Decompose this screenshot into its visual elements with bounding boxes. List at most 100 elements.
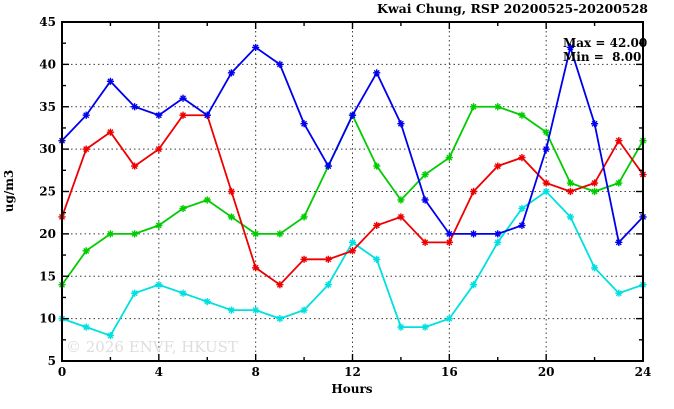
axes-frame	[61, 21, 644, 362]
data-point-marker	[469, 230, 478, 238]
data-point-marker	[397, 213, 405, 221]
data-point-marker	[252, 306, 260, 314]
data-point-marker	[179, 94, 187, 102]
data-point-marker	[445, 154, 453, 162]
data-point-marker	[469, 103, 478, 111]
y-tick-label: 15	[39, 269, 56, 283]
y-tick-label: 5	[48, 354, 56, 368]
data-point-marker	[179, 111, 187, 119]
data-point-marker	[106, 230, 115, 238]
stats-max-label: Max = 42.00	[563, 36, 647, 50]
data-point-marker	[155, 221, 163, 229]
series-green-line	[61, 105, 644, 286]
data-point-marker	[82, 111, 90, 119]
data-point-marker	[227, 69, 236, 77]
data-point-marker	[615, 179, 623, 187]
data-point-marker	[252, 230, 260, 238]
data-point-marker	[566, 179, 574, 187]
series-cyan-line	[61, 190, 644, 337]
data-point-marker	[82, 247, 90, 255]
data-point-marker	[203, 298, 211, 306]
data-point-marker	[155, 281, 163, 289]
data-point-marker	[566, 187, 574, 196]
data-point-marker	[106, 331, 115, 340]
data-point-marker	[203, 196, 211, 204]
data-point-marker	[276, 281, 284, 289]
data-point-marker	[324, 162, 332, 170]
x-tick-label: 4	[155, 365, 163, 379]
data-point-marker	[324, 281, 332, 289]
data-point-marker	[348, 111, 357, 119]
data-point-marker	[469, 281, 478, 289]
data-point-marker	[373, 69, 381, 77]
data-point-marker	[227, 306, 236, 314]
data-point-marker	[469, 187, 478, 196]
data-point-marker	[494, 162, 502, 170]
data-point-marker	[348, 247, 357, 255]
data-point-marker	[518, 111, 526, 119]
data-point-marker	[203, 111, 211, 119]
data-point-marker	[106, 77, 115, 85]
data-point-marker	[179, 289, 187, 297]
data-point-marker	[373, 255, 381, 263]
y-tick-label: 20	[39, 227, 56, 241]
data-point-marker	[566, 43, 574, 52]
y-tick-label: 10	[39, 312, 56, 326]
gridlines	[62, 22, 643, 361]
data-point-marker	[421, 170, 429, 179]
data-point-marker	[615, 238, 623, 246]
data-point-marker	[421, 196, 429, 204]
data-point-marker	[615, 289, 623, 297]
data-point-marker	[421, 323, 429, 331]
x-tick-label: 8	[251, 365, 259, 379]
data-point-marker	[300, 120, 308, 128]
data-point-marker	[494, 230, 502, 238]
series-blue-markers	[58, 43, 647, 246]
data-point-marker	[227, 187, 236, 196]
data-point-marker	[82, 145, 90, 153]
y-axis-label: ug/m3	[2, 170, 16, 213]
data-point-marker	[566, 213, 574, 221]
data-point-marker	[300, 306, 308, 314]
watermark: © 2026 ENVF, HKUST	[66, 338, 238, 356]
data-point-marker	[276, 315, 284, 323]
x-tick-label: 24	[635, 365, 652, 379]
data-point-marker	[276, 230, 284, 238]
data-point-marker	[324, 255, 332, 263]
chart-title: Kwai Chung, RSP 20200525-20200528	[377, 1, 648, 16]
data-point-marker	[131, 230, 139, 238]
data-point-marker	[252, 264, 260, 272]
data-point-marker	[445, 315, 453, 323]
data-point-marker	[542, 187, 550, 196]
x-tick-label: 16	[441, 365, 458, 379]
data-point-marker	[542, 145, 550, 153]
data-point-marker	[518, 154, 526, 162]
data-point-marker	[106, 128, 115, 136]
data-point-marker	[590, 179, 599, 187]
data-point-marker	[348, 238, 357, 246]
y-tick-label: 45	[39, 15, 56, 29]
data-point-marker	[494, 238, 502, 246]
x-tick-label: 12	[344, 365, 361, 379]
data-point-marker	[131, 289, 139, 297]
tick-labels: 0 4 8 12 16 20 24 5 10 15 20 25 30 35 40 45	[39, 15, 651, 379]
data-point-marker	[397, 120, 405, 128]
data-point-marker	[518, 204, 526, 213]
data-point-marker	[397, 196, 405, 204]
data-point-marker	[445, 230, 453, 238]
data-point-marker	[300, 255, 308, 263]
data-point-marker	[421, 238, 429, 246]
data-point-marker	[300, 213, 308, 221]
data-point-marker	[179, 204, 187, 213]
data-point-marker	[82, 323, 90, 331]
data-point-marker	[590, 120, 599, 128]
data-point-marker	[542, 128, 550, 136]
data-point-marker	[373, 221, 381, 229]
data-point-marker	[227, 213, 236, 221]
data-series	[58, 43, 647, 340]
data-point-marker	[445, 238, 453, 246]
stats-min-label: Min = 8.00	[563, 50, 641, 64]
data-point-marker	[397, 323, 405, 331]
